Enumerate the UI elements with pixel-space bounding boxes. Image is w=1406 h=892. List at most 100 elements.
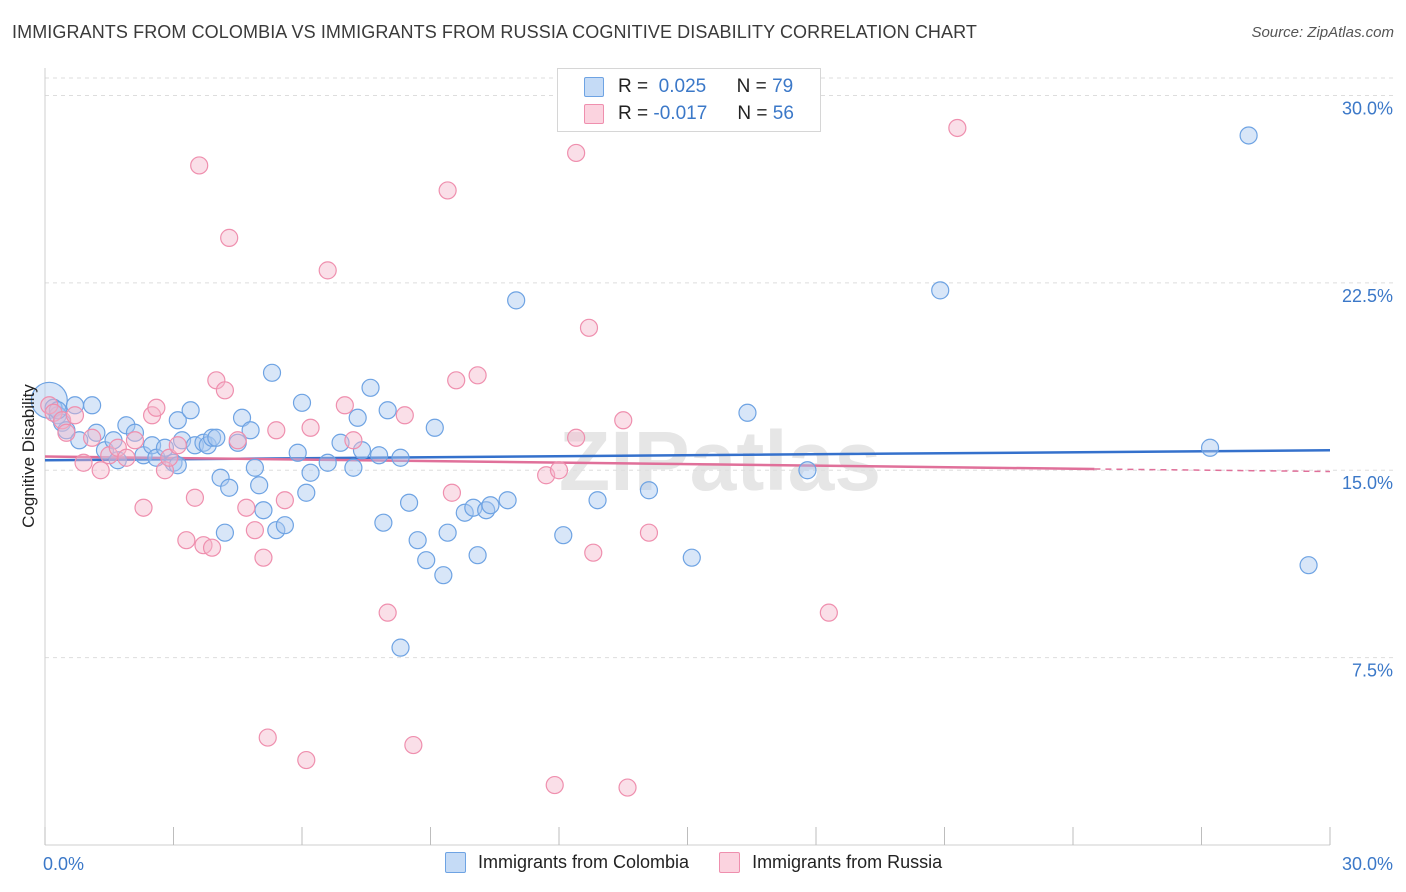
point-russia [404, 735, 423, 755]
legend-r-label: R = [618, 76, 649, 97]
watermark: ZIPatlas [559, 414, 881, 508]
point-russia [83, 428, 102, 447]
point-colombia [438, 523, 457, 542]
point-colombia [378, 401, 397, 420]
point-russia [335, 396, 354, 415]
legend-row-russia: R = -0.017 N = 56 [584, 101, 794, 127]
legend-n-label: N = [736, 76, 767, 97]
point-colombia [262, 363, 282, 382]
point-colombia [374, 513, 393, 532]
bottom-legend-label-russia: Immigrants from Russia [752, 852, 943, 872]
legend-box: R = 0.025 N = 79 R = -0.017 N = 56 [557, 68, 821, 132]
point-russia [147, 398, 166, 417]
point-colombia [275, 516, 294, 535]
legend-row-colombia: R = 0.025 N = 79 [584, 74, 793, 100]
point-colombia [370, 446, 389, 465]
point-colombia [391, 638, 410, 657]
point-russia [819, 603, 838, 622]
y-tick-label: 22.5% [1342, 286, 1393, 306]
point-colombia [425, 418, 444, 437]
point-colombia [245, 458, 264, 477]
point-colombia [417, 551, 436, 570]
point-colombia [232, 408, 252, 427]
chart-title: IMMIGRANTS FROM COLOMBIA VS IMMIGRANTS F… [12, 22, 978, 42]
point-colombia [125, 423, 145, 442]
point-colombia [267, 521, 286, 540]
legend-r-label: R = [618, 103, 649, 124]
trend-line-russia [44, 455, 1095, 471]
point-russia [177, 531, 196, 550]
point-colombia [202, 428, 222, 447]
y-axis-label: Cognitive Disability [19, 384, 38, 528]
point-russia [614, 411, 633, 430]
point-colombia [241, 421, 260, 440]
point-colombia [318, 453, 337, 472]
point-russia [134, 498, 153, 517]
bottom-legend-swatch-colombia [445, 852, 466, 873]
bottom-legend-colombia: Immigrants from Colombia [445, 852, 689, 873]
data-points [30, 118, 1318, 797]
tick-labels: 7.5% 15.0% 22.5% 30.0% 0.0% 30.0% [43, 98, 1393, 874]
point-colombia [361, 378, 380, 397]
point-colombia [207, 428, 226, 447]
point-colombia [288, 443, 307, 462]
point-colombia [1299, 556, 1318, 575]
point-colombia [181, 401, 200, 420]
trend-lines [44, 449, 1331, 473]
point-colombia [481, 496, 500, 515]
point-russia [618, 778, 637, 797]
bottom-legend: Immigrants from Colombia Immigrants from… [445, 852, 972, 873]
legend-swatch-russia [584, 104, 604, 124]
point-russia [237, 498, 256, 517]
point-russia [65, 406, 85, 425]
point-colombia [798, 461, 817, 480]
point-colombia [301, 463, 320, 482]
legend-r-value: -0.017 [653, 103, 708, 124]
point-colombia [1200, 438, 1220, 457]
point-colombia [391, 448, 410, 467]
point-colombia [639, 481, 659, 500]
point-colombia [1239, 126, 1258, 145]
point-russia [549, 461, 569, 480]
point-russia [215, 381, 234, 400]
point-russia [447, 371, 466, 390]
legend-swatch-colombia [584, 77, 604, 97]
point-russia [190, 156, 209, 175]
point-colombia [498, 491, 517, 510]
point-russia [579, 318, 599, 337]
point-colombia [738, 403, 757, 422]
point-russia [378, 603, 397, 622]
point-russia [442, 483, 462, 502]
point-colombia [455, 503, 474, 522]
point-russia [185, 488, 205, 507]
point-russia [567, 143, 586, 163]
point-russia [567, 428, 586, 447]
point-russia [202, 538, 222, 557]
point-colombia [220, 478, 239, 497]
point-russia [468, 366, 487, 385]
bottom-legend-swatch-russia [719, 852, 741, 873]
point-russia [168, 436, 187, 455]
x-tick-label-start: 0.0% [43, 854, 84, 874]
point-russia [117, 448, 136, 467]
point-colombia [168, 411, 187, 430]
point-colombia [83, 396, 102, 415]
point-colombia [931, 281, 950, 300]
point-russia [395, 406, 414, 425]
bottom-legend-russia: Immigrants from Russia [719, 852, 942, 873]
point-russia [228, 431, 247, 450]
point-colombia [434, 566, 453, 585]
point-russia [584, 543, 603, 562]
point-colombia [215, 523, 234, 542]
point-colombia [344, 458, 363, 477]
point-russia [948, 118, 967, 138]
point-colombia [348, 408, 367, 427]
point-colombia [297, 483, 316, 502]
y-tick-label: 30.0% [1342, 98, 1393, 118]
source-label: Source: ZipAtlas.com [1251, 24, 1394, 41]
point-colombia [408, 531, 427, 550]
point-russia [344, 431, 363, 450]
point-russia [275, 491, 294, 510]
point-colombia [399, 493, 419, 512]
